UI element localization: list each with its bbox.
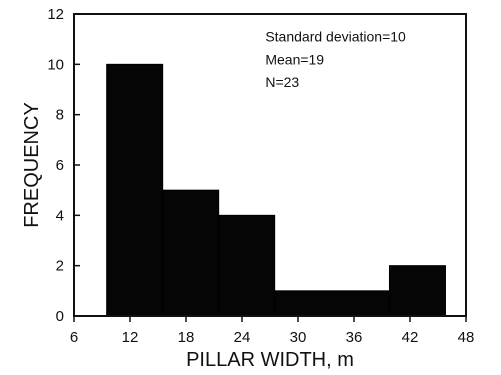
y-tick-label: 12: [47, 6, 64, 23]
annotation-n: N=23: [265, 74, 299, 90]
x-tick-label: 24: [234, 329, 251, 346]
histogram-bars: [106, 63, 446, 317]
x-tick-label: 48: [458, 329, 475, 346]
y-tick-label: 2: [56, 258, 64, 275]
x-tick-label: 36: [346, 329, 363, 346]
y-tick-label: 10: [47, 56, 64, 73]
histogram-bar-2: [218, 214, 276, 317]
x-tick-label: 12: [122, 329, 139, 346]
x-tick-label: 18: [178, 329, 195, 346]
x-axis-ticks: 6 12 18 24 30 36 42 48: [70, 316, 475, 346]
x-tick-label: 30: [290, 329, 307, 346]
y-tick-label: 6: [56, 157, 64, 174]
y-tick-label: 0: [56, 308, 64, 325]
x-axis-label: PILLAR WIDTH, m: [186, 349, 354, 371]
y-axis-ticks: 0 2 4 6 8 10 12: [47, 6, 80, 325]
histogram-bar-4: [388, 265, 446, 317]
x-tick-label: 42: [402, 329, 419, 346]
y-axis-label: FREQUENCY: [21, 102, 43, 228]
histogram-bar-1: [162, 189, 220, 317]
y-tick-label: 4: [56, 207, 64, 224]
annotation-mean: Mean=19: [265, 51, 324, 67]
histogram-bar-0: [106, 63, 164, 317]
y-tick-label: 8: [56, 107, 64, 124]
x-tick-label: 6: [70, 329, 78, 346]
histogram-bar-3: [274, 290, 390, 317]
annotation-std-dev: Standard deviation=10: [265, 29, 406, 45]
